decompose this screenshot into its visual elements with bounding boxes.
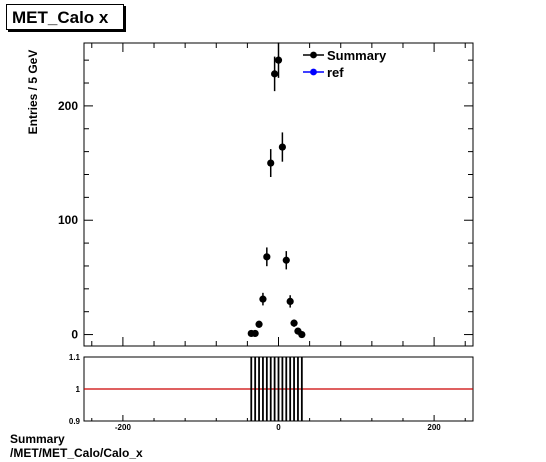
data-point — [290, 319, 298, 327]
y-tick-label: 200 — [58, 99, 78, 113]
footer-caption: Summary /MET/MET_Calo/Calo_x — [10, 432, 143, 460]
data-point — [271, 70, 279, 78]
data-point — [278, 143, 286, 151]
ratio-x-tick-label: -200 — [115, 423, 132, 432]
ratio-x-tick-label: 0 — [276, 423, 281, 432]
ratio-plot: 0.9 1 1.1 -200 0 200 — [69, 353, 474, 432]
y-tick-label: 100 — [58, 213, 78, 227]
data-point — [286, 297, 294, 306]
y-axis-label: Entries / 5 GeV — [26, 50, 40, 135]
legend-label: ref — [327, 65, 344, 80]
ratio-y-tick-label: 1.1 — [69, 353, 81, 362]
data-point — [255, 320, 263, 328]
data-point — [282, 256, 290, 264]
chart-title: MET_Calo x — [6, 4, 124, 30]
ratio-y-tick-label: 1 — [76, 385, 81, 394]
main-plot: 0 100 200 Entries / 5 GeV Summary ref — [26, 42, 474, 347]
y-tick-label: 0 — [71, 328, 78, 342]
legend-label: Summary — [327, 48, 387, 63]
main-frame — [83, 42, 474, 347]
ratio-y-tick-label: 0.9 — [69, 417, 81, 426]
footer-line-1: Summary — [10, 432, 65, 446]
ratio-x-tick-label: 200 — [427, 423, 441, 432]
data-point — [259, 295, 267, 303]
legend-marker — [310, 68, 317, 76]
data-point — [267, 159, 275, 167]
legend-marker — [310, 51, 317, 59]
data-point — [298, 330, 306, 339]
data-point — [263, 253, 271, 261]
footer-line-2: /MET/MET_Calo/Calo_x — [10, 446, 143, 460]
data-point — [251, 329, 259, 338]
data-point — [274, 56, 283, 64]
